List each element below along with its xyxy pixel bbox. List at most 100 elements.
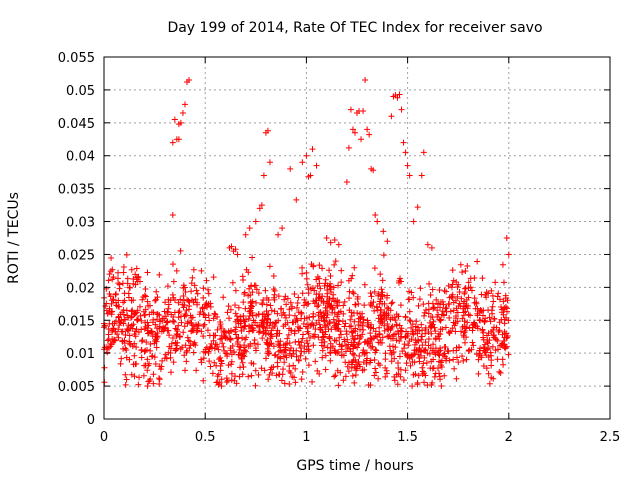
data-point-1287 — [467, 284, 474, 291]
data-point-1651 — [278, 377, 285, 384]
data-point-1867 — [331, 236, 338, 243]
data-point-1295 — [481, 348, 488, 355]
data-point-1190 — [180, 293, 187, 300]
data-point-1655 — [332, 372, 339, 379]
data-point-1497 — [282, 346, 289, 353]
data-point-211 — [106, 271, 113, 278]
data-point-583 — [298, 376, 305, 383]
data-point-1677 — [327, 280, 334, 287]
data-point-1474 — [503, 334, 510, 341]
data-point-337 — [455, 359, 462, 366]
data-point-1691 — [181, 313, 188, 320]
data-point-1464 — [161, 315, 168, 322]
data-point-817 — [139, 337, 146, 344]
data-point-1323 — [121, 316, 128, 323]
data-point-1106 — [185, 306, 192, 313]
data-point-1096 — [232, 326, 239, 333]
data-point-1361 — [264, 345, 271, 352]
data-point-1483 — [342, 320, 349, 327]
data-point-1874 — [505, 251, 512, 258]
data-point-1320 — [268, 364, 275, 371]
data-point-1475 — [183, 349, 190, 356]
data-point-1841 — [374, 218, 381, 225]
data-point-1784 — [368, 344, 375, 351]
data-point-829 — [120, 269, 127, 276]
data-point-261 — [397, 302, 404, 309]
data-point-1322 — [282, 321, 289, 328]
data-point-1186 — [346, 295, 353, 302]
data-point-1543 — [207, 343, 214, 350]
data-point-1338 — [338, 331, 345, 338]
data-point-1724 — [315, 312, 322, 319]
y-tick-label-2: 0.01 — [66, 347, 95, 362]
data-point-746 — [326, 319, 333, 326]
data-point-1239 — [439, 298, 446, 305]
data-point-806 — [294, 299, 301, 306]
data-point-965 — [237, 364, 244, 371]
data-point-1850 — [402, 149, 409, 156]
data-point-1623 — [352, 325, 359, 332]
data-point-1603 — [162, 299, 169, 306]
data-point-251 — [337, 308, 344, 315]
data-point-467 — [286, 363, 293, 370]
data-point-112 — [112, 291, 119, 298]
data-point-1284 — [371, 356, 378, 363]
data-point-1570 — [326, 267, 333, 274]
data-point-1364 — [415, 372, 422, 379]
y-tick-label-11: 0.055 — [58, 51, 95, 66]
data-point-236 — [270, 343, 277, 350]
data-point-1847 — [396, 91, 403, 98]
data-point-1377 — [122, 381, 129, 388]
data-point-1862 — [234, 251, 241, 258]
data-point-837 — [454, 283, 461, 290]
data-point-1139 — [142, 306, 149, 313]
data-point-1199 — [490, 375, 497, 382]
y-tick-label-1: 0.005 — [58, 380, 95, 395]
data-point-1440 — [363, 360, 370, 367]
data-point-1741 — [396, 322, 403, 329]
data-point-1171 — [469, 339, 476, 346]
data-point-1250 — [327, 320, 334, 327]
data-point-1634 — [452, 328, 459, 335]
data-point-1254 — [500, 306, 507, 313]
data-point-1639 — [422, 330, 429, 337]
data-point-1281 — [314, 367, 321, 374]
data-point-887 — [220, 329, 227, 336]
data-point-943 — [332, 258, 339, 265]
data-point-1263 — [446, 294, 453, 301]
data-point-789 — [445, 282, 452, 289]
data-point-1406 — [170, 313, 177, 320]
data-point-1872 — [428, 244, 435, 251]
data-point-1721 — [115, 303, 122, 310]
data-point-1566 — [450, 299, 457, 306]
data-point-242 — [129, 307, 136, 314]
data-point-1381 — [436, 286, 443, 293]
data-point-334 — [387, 316, 394, 323]
data-point-102 — [258, 365, 265, 372]
data-point-1605 — [367, 339, 374, 346]
data-point-1429 — [224, 353, 231, 360]
data-point-815 — [115, 334, 122, 341]
data-point-150 — [105, 277, 112, 284]
data-point-687 — [458, 295, 465, 302]
data-point-1487 — [316, 280, 323, 287]
data-point-1649 — [124, 328, 131, 335]
data-point-1182 — [351, 339, 358, 346]
data-point-1233 — [310, 322, 317, 329]
data-point-357 — [346, 288, 353, 295]
data-point-1433 — [273, 333, 280, 340]
data-point-1278 — [434, 307, 441, 314]
data-point-597 — [266, 371, 273, 378]
data-point-1321 — [427, 292, 434, 299]
data-point-1580 — [292, 339, 299, 346]
data-point-861 — [293, 353, 300, 360]
data-point-1408 — [111, 337, 118, 344]
data-point-391 — [132, 271, 139, 278]
data-point-886 — [462, 308, 469, 315]
data-point-1389 — [115, 297, 122, 304]
data-point-183 — [280, 366, 287, 373]
data-point-1084 — [370, 325, 377, 332]
data-point-1583 — [500, 337, 507, 344]
data-point-1815 — [258, 202, 265, 209]
data-point-593 — [281, 296, 288, 303]
